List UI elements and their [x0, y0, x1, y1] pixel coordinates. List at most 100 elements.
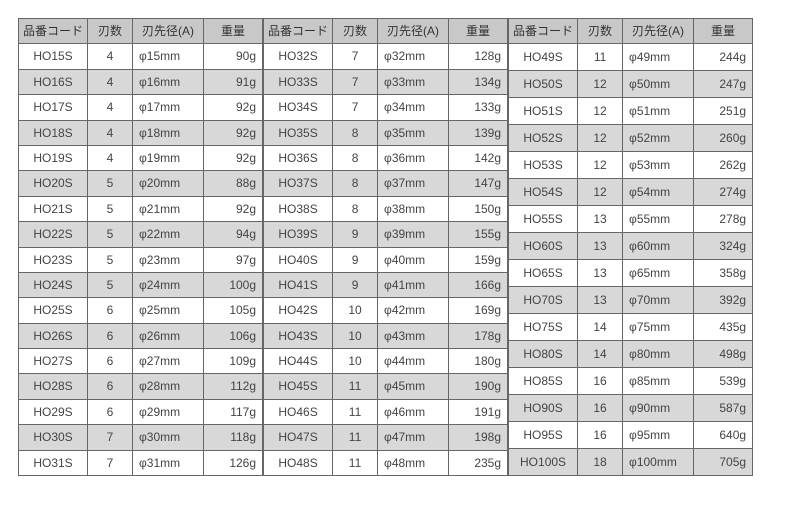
cell-code: HO70S	[509, 287, 578, 314]
cell-diam: φ35mm	[378, 120, 449, 145]
cell-wt: 190g	[449, 374, 508, 399]
cell-code: HO36S	[264, 145, 333, 170]
cell-code: HO52S	[509, 125, 578, 152]
cell-diam: φ50mm	[623, 71, 694, 98]
cell-diam: φ90mm	[623, 394, 694, 421]
table-row: HO53S12φ53mm262g	[509, 152, 753, 179]
cell-wt: 358g	[694, 260, 753, 287]
table-row: HO52S12φ52mm260g	[509, 125, 753, 152]
cell-wt: 92g	[204, 196, 263, 221]
cell-diam: φ19mm	[133, 145, 204, 170]
cell-diam: φ37mm	[378, 171, 449, 196]
cell-code: HO30S	[19, 425, 88, 450]
table-row: HO23S5φ23mm97g	[19, 247, 263, 272]
cell-code: HO37S	[264, 171, 333, 196]
column-header: 刃先径(A)	[623, 19, 694, 44]
cell-code: HO20S	[19, 171, 88, 196]
cell-blades: 12	[578, 179, 623, 206]
table-row: HO85S16φ85mm539g	[509, 368, 753, 395]
cell-code: HO34S	[264, 95, 333, 120]
cell-blades: 4	[88, 44, 133, 69]
cell-diam: φ39mm	[378, 222, 449, 247]
cell-blades: 16	[578, 421, 623, 448]
cell-code: HO19S	[19, 145, 88, 170]
spec-table-block-3: 品番コード刃数刃先径(A)重量HO49S11φ49mm244gHO50S12φ5…	[508, 18, 753, 476]
cell-wt: 92g	[204, 120, 263, 145]
cell-code: HO48S	[264, 450, 333, 475]
table-row: HO27S6φ27mm109g	[19, 349, 263, 374]
table-row: HO43S10φ43mm178g	[264, 323, 508, 348]
column-header: 刃先径(A)	[133, 19, 204, 44]
cell-diam: φ36mm	[378, 145, 449, 170]
cell-code: HO21S	[19, 196, 88, 221]
cell-wt: 705g	[694, 448, 753, 475]
cell-code: HO38S	[264, 196, 333, 221]
cell-diam: φ51mm	[623, 98, 694, 125]
table-row: HO15S4φ15mm90g	[19, 44, 263, 69]
cell-code: HO55S	[509, 206, 578, 233]
table-row: HO19S4φ19mm92g	[19, 145, 263, 170]
cell-wt: 640g	[694, 421, 753, 448]
cell-blades: 4	[88, 120, 133, 145]
cell-wt: 235g	[449, 450, 508, 475]
cell-code: HO100S	[509, 448, 578, 475]
cell-blades: 5	[88, 196, 133, 221]
cell-diam: φ100mm	[623, 448, 694, 475]
cell-blades: 14	[578, 341, 623, 368]
table-row: HO47S11φ47mm198g	[264, 425, 508, 450]
spec-table-block-1: 品番コード刃数刃先径(A)重量HO15S4φ15mm90gHO16S4φ16mm…	[18, 18, 263, 476]
table-row: HO46S11φ46mm191g	[264, 399, 508, 424]
table-row: HO21S5φ21mm92g	[19, 196, 263, 221]
cell-blades: 13	[578, 287, 623, 314]
cell-wt: 100g	[204, 272, 263, 297]
cell-blades: 11	[333, 374, 378, 399]
cell-blades: 14	[578, 314, 623, 341]
cell-blades: 11	[578, 44, 623, 71]
cell-diam: φ85mm	[623, 368, 694, 395]
cell-wt: 166g	[449, 272, 508, 297]
cell-blades: 4	[88, 145, 133, 170]
table-row: HO29S6φ29mm117g	[19, 399, 263, 424]
table-row: HO75S14φ75mm435g	[509, 314, 753, 341]
column-header: 品番コード	[509, 19, 578, 44]
cell-diam: φ21mm	[133, 196, 204, 221]
cell-wt: 155g	[449, 222, 508, 247]
cell-diam: φ45mm	[378, 374, 449, 399]
cell-wt: 92g	[204, 145, 263, 170]
cell-blades: 16	[578, 394, 623, 421]
table-row: HO42S10φ42mm169g	[264, 298, 508, 323]
cell-wt: 539g	[694, 368, 753, 395]
cell-code: HO23S	[19, 247, 88, 272]
cell-diam: φ70mm	[623, 287, 694, 314]
cell-wt: 92g	[204, 95, 263, 120]
table-row: HO95S16φ95mm640g	[509, 421, 753, 448]
cell-wt: 126g	[204, 450, 263, 475]
cell-diam: φ32mm	[378, 44, 449, 69]
table-row: HO30S7φ30mm118g	[19, 425, 263, 450]
table-row: HO36S8φ36mm142g	[264, 145, 508, 170]
cell-code: HO53S	[509, 152, 578, 179]
cell-wt: 262g	[694, 152, 753, 179]
cell-wt: 587g	[694, 394, 753, 421]
cell-diam: φ23mm	[133, 247, 204, 272]
cell-blades: 5	[88, 247, 133, 272]
cell-diam: φ31mm	[133, 450, 204, 475]
table-row: HO40S9φ40mm159g	[264, 247, 508, 272]
cell-diam: φ24mm	[133, 272, 204, 297]
table-row: HO26S6φ26mm106g	[19, 323, 263, 348]
cell-diam: φ41mm	[378, 272, 449, 297]
cell-code: HO65S	[509, 260, 578, 287]
cell-wt: 178g	[449, 323, 508, 348]
table-row: HO22S5φ22mm94g	[19, 222, 263, 247]
cell-blades: 9	[333, 222, 378, 247]
column-header: 刃数	[88, 19, 133, 44]
cell-blades: 4	[88, 69, 133, 94]
cell-code: HO18S	[19, 120, 88, 145]
cell-code: HO27S	[19, 349, 88, 374]
cell-code: HO16S	[19, 69, 88, 94]
table-row: HO31S7φ31mm126g	[19, 450, 263, 475]
table-row: HO90S16φ90mm587g	[509, 394, 753, 421]
table-row: HO100S18φ100mm705g	[509, 448, 753, 475]
cell-code: HO45S	[264, 374, 333, 399]
table-row: HO32S7φ32mm128g	[264, 44, 508, 69]
